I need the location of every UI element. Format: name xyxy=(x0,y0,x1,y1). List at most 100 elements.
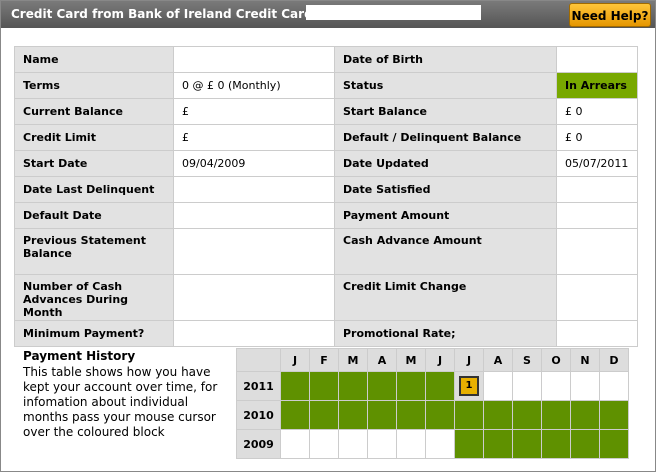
month-cell[interactable] xyxy=(483,400,513,430)
detail-label: Start Date xyxy=(14,150,174,177)
month-cell[interactable] xyxy=(512,400,542,430)
history-grid: J F M A M J J A S O N D 2011 1 2010 2009 xyxy=(236,348,629,459)
title: Credit Card from Bank of Ireland Credit … xyxy=(11,7,320,21)
month-label: J xyxy=(425,348,455,372)
detail-value xyxy=(556,46,638,73)
detail-value: 05/07/2011 xyxy=(556,150,638,177)
month-cell[interactable] xyxy=(541,400,571,430)
detail-row: Current Balance £ Start Balance £ 0 xyxy=(14,98,638,125)
year-label: 2011 xyxy=(236,371,281,401)
month-label: M xyxy=(396,348,426,372)
detail-value xyxy=(556,228,638,275)
year-row: 2011 1 xyxy=(236,371,629,401)
month-cell xyxy=(309,429,339,459)
detail-row: Previous Statement Balance Cash Advance A… xyxy=(14,228,638,275)
month-cell[interactable] xyxy=(280,371,310,401)
detail-value: £ xyxy=(173,124,335,151)
month-cell[interactable] xyxy=(309,400,339,430)
detail-value xyxy=(556,320,638,347)
month-cell[interactable] xyxy=(541,429,571,459)
month-cell[interactable] xyxy=(454,400,484,430)
detail-value: 09/04/2009 xyxy=(173,150,335,177)
month-cell[interactable] xyxy=(367,371,397,401)
month-cell[interactable] xyxy=(396,400,426,430)
detail-label: Credit Limit xyxy=(14,124,174,151)
detail-label: Number of Cash Advances During Month xyxy=(14,274,174,321)
detail-value xyxy=(556,176,638,203)
detail-label: Payment Amount xyxy=(334,202,557,229)
month-cell xyxy=(280,429,310,459)
detail-label: Default Date xyxy=(14,202,174,229)
help-button[interactable]: Need Help? xyxy=(569,3,651,27)
month-cell[interactable] xyxy=(309,371,339,401)
detail-label: Current Balance xyxy=(14,98,174,125)
month-label: N xyxy=(570,348,600,372)
detail-value xyxy=(173,274,335,321)
month-label: J xyxy=(280,348,310,372)
month-cell[interactable]: 1 xyxy=(454,371,484,401)
month-label: A xyxy=(367,348,397,372)
detail-label: Cash Advance Amount xyxy=(334,228,557,275)
month-cell[interactable] xyxy=(599,429,629,459)
detail-value xyxy=(173,320,335,347)
detail-value: £ 0 xyxy=(556,98,638,125)
detail-value xyxy=(173,202,335,229)
month-label: A xyxy=(483,348,513,372)
detail-label: Date of Birth xyxy=(334,46,557,73)
header-bar: Credit Card from Bank of Ireland Credit … xyxy=(1,1,655,28)
month-cell xyxy=(512,371,542,401)
month-cell[interactable] xyxy=(512,429,542,459)
detail-label: Date Last Delinquent xyxy=(14,176,174,203)
detail-value xyxy=(556,202,638,229)
detail-label: Terms xyxy=(14,72,174,99)
month-cell xyxy=(541,371,571,401)
detail-row: Date Last Delinquent Date Satisfied xyxy=(14,176,638,203)
month-label: O xyxy=(541,348,571,372)
late-count[interactable]: 1 xyxy=(459,376,479,396)
history-title: Payment History xyxy=(23,349,136,363)
detail-label: Default / Delinquent Balance xyxy=(334,124,557,151)
month-cell xyxy=(367,429,397,459)
month-cell xyxy=(396,429,426,459)
detail-label: Previous Statement Balance xyxy=(14,228,174,275)
month-cell xyxy=(483,371,513,401)
detail-label: Credit Limit Change xyxy=(334,274,557,321)
detail-label: Date Updated xyxy=(334,150,557,177)
month-cell[interactable] xyxy=(425,371,455,401)
month-cell[interactable] xyxy=(483,429,513,459)
month-cell[interactable] xyxy=(570,400,600,430)
month-cell[interactable] xyxy=(599,400,629,430)
month-cell xyxy=(425,429,455,459)
month-cell xyxy=(570,371,600,401)
detail-row: Number of Cash Advances During Month Cred… xyxy=(14,274,638,321)
detail-label: Start Balance xyxy=(334,98,557,125)
detail-value: 0 @ £ 0 (Monthly) xyxy=(173,72,335,99)
year-row: 2010 xyxy=(236,400,629,430)
detail-row: Terms 0 @ £ 0 (Monthly) Status In Arrears xyxy=(14,72,638,99)
month-label: D xyxy=(599,348,629,372)
month-cell[interactable] xyxy=(367,400,397,430)
month-cell[interactable] xyxy=(570,429,600,459)
detail-label: Name xyxy=(14,46,174,73)
month-cell[interactable] xyxy=(338,371,368,401)
month-cell[interactable] xyxy=(338,400,368,430)
detail-value: £ xyxy=(173,98,335,125)
detail-row: Default Date Payment Amount xyxy=(14,202,638,229)
month-cell[interactable] xyxy=(280,400,310,430)
month-label: S xyxy=(512,348,542,372)
detail-label: Date Satisfied xyxy=(334,176,557,203)
year-label: 2010 xyxy=(236,400,281,430)
history-description: This table shows how you have kept your … xyxy=(23,365,218,439)
detail-label: Promotional Rate; xyxy=(334,320,557,347)
detail-row: Name Date of Birth xyxy=(14,46,638,73)
search-box[interactable] xyxy=(306,5,481,20)
month-cell xyxy=(338,429,368,459)
detail-value xyxy=(173,176,335,203)
month-cell[interactable] xyxy=(425,400,455,430)
month-cell[interactable] xyxy=(396,371,426,401)
month-label: J xyxy=(454,348,484,372)
detail-value xyxy=(556,274,638,321)
month-cell[interactable] xyxy=(454,429,484,459)
